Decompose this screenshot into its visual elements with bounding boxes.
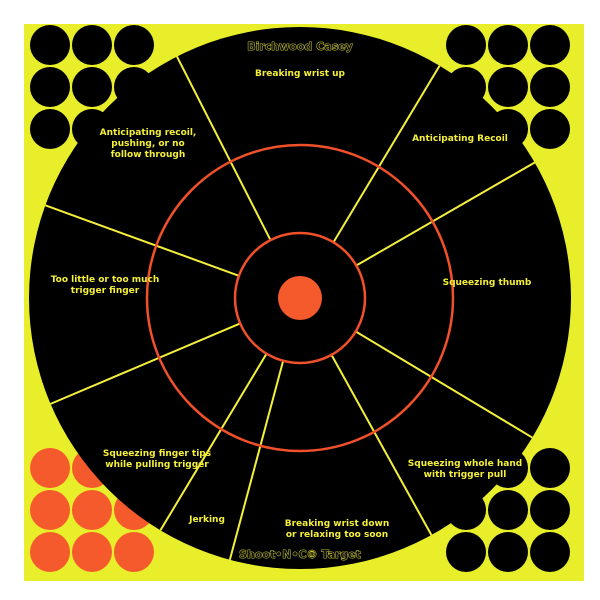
corner-dot (30, 532, 70, 572)
divider-line (176, 56, 272, 241)
zone-label-line: trigger finger (71, 286, 140, 296)
zone-label-line: while pulling trigger (105, 460, 209, 470)
corner-dot (72, 490, 112, 530)
zone-label-line: Anticipating Recoil (412, 134, 508, 144)
divider-line (50, 322, 241, 405)
divider-line (45, 204, 240, 277)
corner-dot (30, 67, 70, 107)
divider-line (228, 360, 285, 561)
zone-label-line: pushing, or no (111, 139, 184, 149)
zone-label-line: with trigger pull (424, 470, 507, 480)
divider-line (355, 330, 533, 439)
zone-label: Squeezing whole hand with trigger pull (408, 459, 522, 480)
corner-dot (114, 532, 154, 572)
divider-line (330, 354, 433, 536)
corner-dot (488, 490, 528, 530)
corner-dot (30, 25, 70, 65)
corner-dot (530, 448, 570, 488)
divider-line (159, 353, 268, 531)
zone-label: Anticipating recoil, pushing, or no follow… (100, 128, 197, 160)
corner-dot (114, 25, 154, 65)
zone-label-line: Breaking wrist down (285, 519, 390, 529)
zone-label: Breaking wrist up (255, 69, 346, 79)
zone-label: Squeezing thumb (443, 278, 532, 288)
corner-dot (30, 448, 70, 488)
zone-label-line: follow through (111, 150, 186, 160)
corner-dot (30, 490, 70, 530)
zone-label: Too little or too much trigger finger (51, 275, 160, 296)
zone-label-line: Too little or too much (51, 275, 160, 285)
zone-label: Breaking wrist down or relaxing too soon (285, 519, 390, 540)
zone-label-line: Anticipating recoil, (100, 128, 197, 138)
corner-dot (488, 532, 528, 572)
brand-bottom: Shoot•N•C® Target (239, 548, 361, 561)
zone-label-line: Squeezing finger tips (103, 449, 211, 459)
corner-dot (72, 532, 112, 572)
corner-dot (530, 490, 570, 530)
zone-label: Squeezing finger tips while pulling trigg… (103, 449, 211, 470)
outer-ring (145, 143, 455, 453)
corner-dot (530, 109, 570, 149)
zone-label-line: Breaking wrist up (255, 69, 346, 79)
zone-label-line: Squeezing whole hand (408, 459, 522, 469)
zone-label-line: or relaxing too soon (286, 530, 388, 540)
bullseye (278, 276, 322, 320)
corner-dot (72, 67, 112, 107)
corner-dot (488, 25, 528, 65)
zone-label: Jerking (188, 515, 225, 525)
zone-label: Anticipating Recoil (412, 134, 508, 144)
corner-dot (446, 25, 486, 65)
zone-label-line: Squeezing thumb (443, 278, 532, 288)
corner-dot (488, 67, 528, 107)
divider-line (332, 65, 441, 243)
corner-dot (72, 25, 112, 65)
brand-top: Birchwood Casey (247, 40, 353, 53)
corner-dot (530, 25, 570, 65)
corner-dot (446, 532, 486, 572)
corner-dot (530, 67, 570, 107)
corner-dot (30, 109, 70, 149)
divider-line (355, 161, 536, 267)
corner-dot (530, 532, 570, 572)
zone-label-line: Jerking (188, 515, 225, 525)
